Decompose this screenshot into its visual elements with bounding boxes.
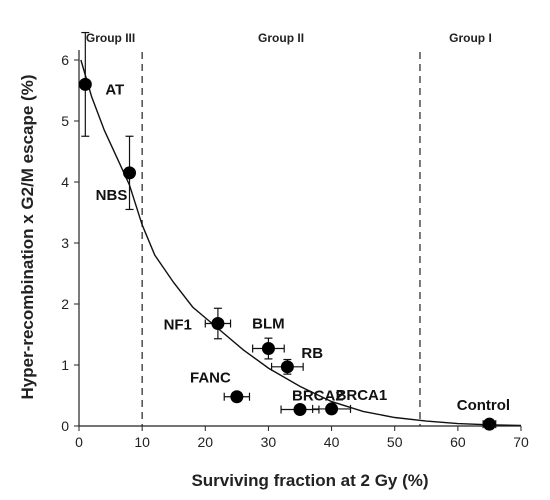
- y-tick-label: 2: [61, 296, 69, 312]
- data-point-blm: BLM: [252, 316, 285, 360]
- x-tick-label: 20: [197, 434, 213, 450]
- data-point-label: FANC: [190, 370, 231, 387]
- data-point-label: NF1: [164, 317, 192, 334]
- group-label: Group III: [86, 31, 135, 45]
- fit-curve: [80, 59, 522, 427]
- group-label: Group I: [449, 31, 492, 45]
- x-tick-label: 60: [450, 434, 466, 450]
- data-point-marker: [293, 403, 307, 417]
- x-tick-label: 40: [324, 434, 340, 450]
- data-point-rb: RB: [270, 345, 323, 375]
- y-tick-label: 0: [61, 418, 69, 434]
- data-point-marker: [230, 390, 244, 404]
- data-point-label: BRCA1: [336, 387, 388, 404]
- data-point-label: RB: [301, 345, 323, 362]
- data-point-control: Control: [457, 397, 510, 431]
- data-point-at: AT: [78, 31, 124, 137]
- x-tick-label: 70: [513, 434, 529, 450]
- x-tick-label: 30: [261, 434, 277, 450]
- data-point-brca1: BRCA1: [312, 387, 388, 416]
- data-point-fanc: FANC: [190, 370, 251, 404]
- y-tick-label: 3: [61, 235, 69, 251]
- y-tick-label: 4: [61, 174, 69, 190]
- data-point-marker: [325, 402, 339, 416]
- data-point-marker: [78, 77, 92, 91]
- group-label: Group II: [258, 31, 304, 45]
- data-point-marker: [261, 342, 275, 356]
- data-point-label: AT: [105, 81, 124, 98]
- data-point-label: Control: [457, 397, 510, 414]
- data-point-label: NBS: [96, 187, 128, 204]
- data-point-nf1: NF1: [164, 307, 232, 340]
- x-axis-title: Surviving fraction at 2 Gy (%): [191, 471, 428, 490]
- y-tick-label: 1: [61, 357, 69, 373]
- data-point-marker: [280, 360, 294, 374]
- y-tick-label: 5: [61, 113, 69, 129]
- x-tick-label: 50: [387, 434, 403, 450]
- data-point-label: BRCA2: [292, 388, 344, 405]
- data-point-nbs: NBS: [96, 135, 137, 211]
- data-point-label: BLM: [252, 316, 285, 333]
- data-point-marker: [123, 166, 137, 180]
- y-axis-title: Hyper-recombination x G2/M escape (%): [18, 75, 37, 400]
- x-tick-label: 0: [75, 434, 83, 450]
- x-tick-label: 10: [134, 434, 150, 450]
- data-point-marker: [482, 417, 496, 431]
- plot-area: 0 10 20 30 40 50 60 70 0 1 2 3 4 5 6 Group III Group II G…: [61, 31, 529, 450]
- data-point-marker: [211, 317, 225, 331]
- y-tick-label: 6: [61, 52, 69, 68]
